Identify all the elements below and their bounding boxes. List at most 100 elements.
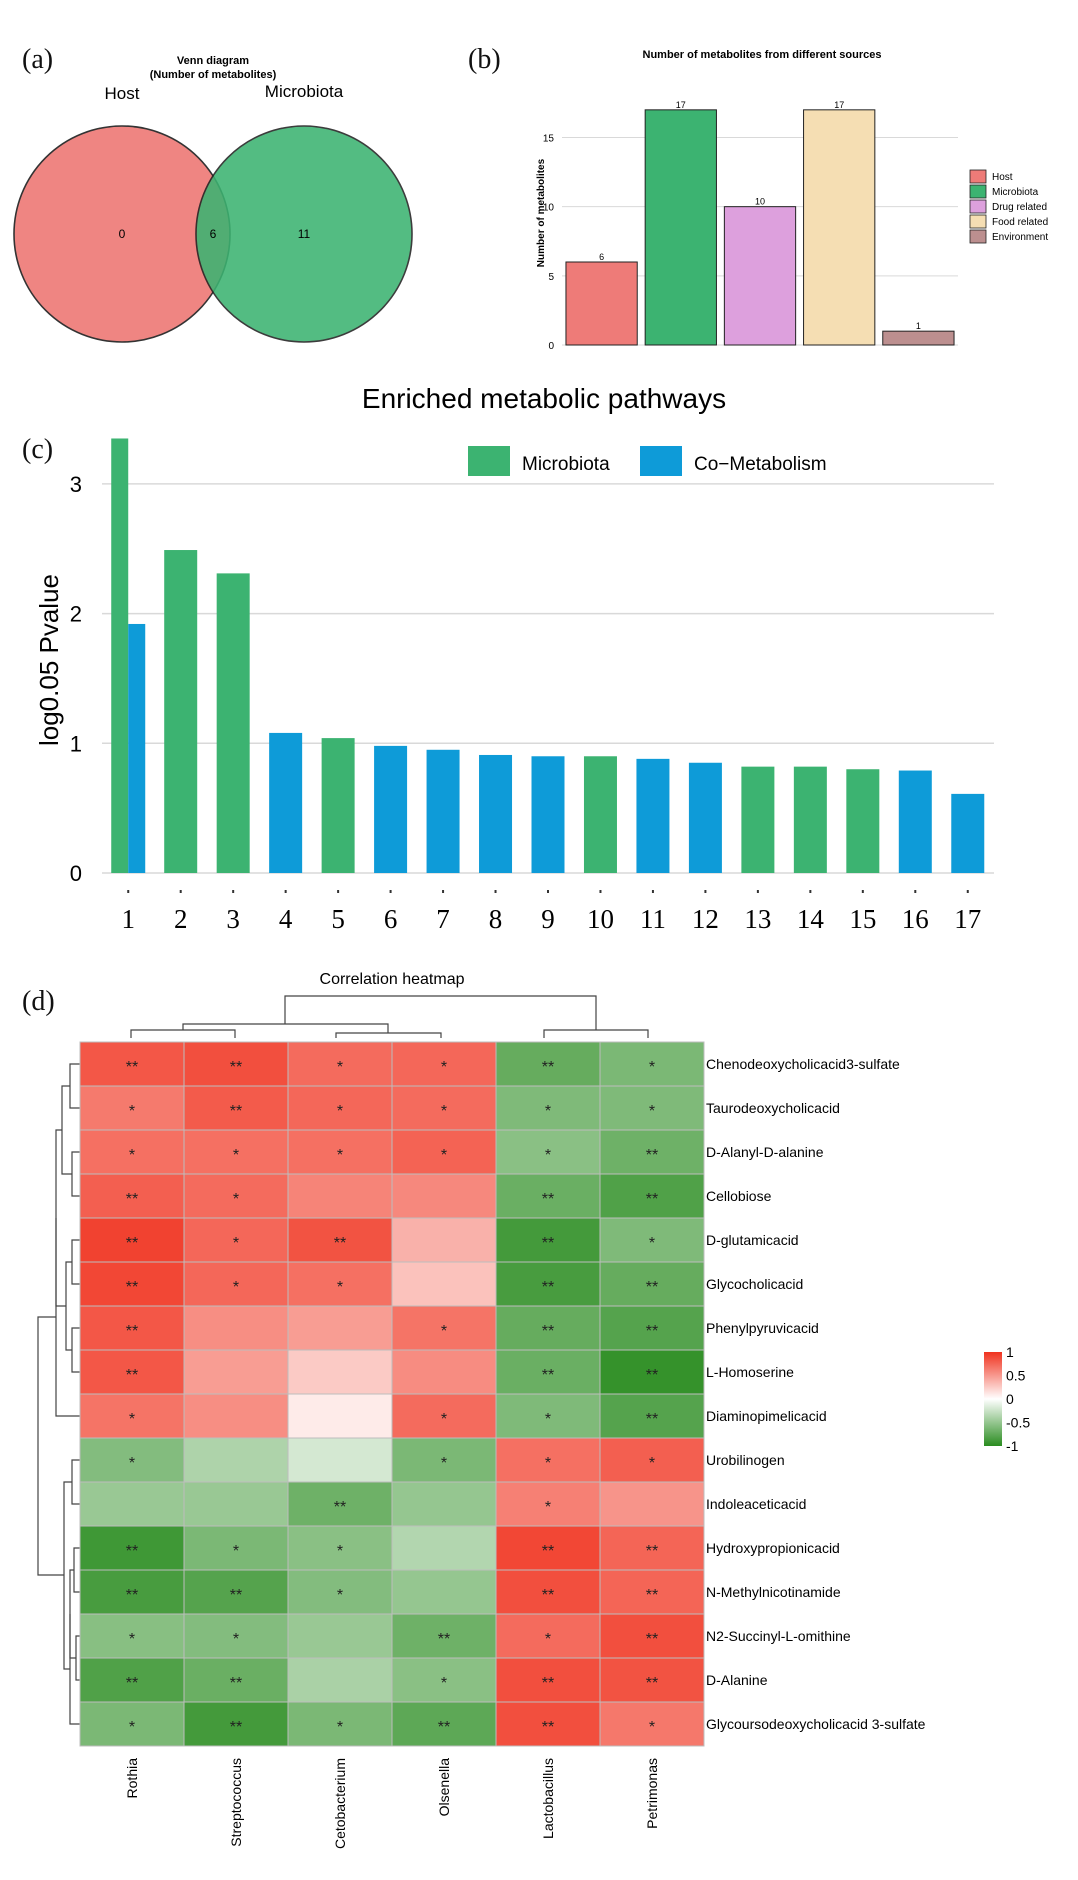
heatmap-significance: **	[126, 1059, 138, 1076]
heatmap-cell	[495, 1613, 601, 1659]
heatmap-significance: *	[233, 1235, 239, 1252]
heatmap-significance: *	[649, 1719, 655, 1736]
heatmap-cell	[495, 1701, 601, 1747]
pathways-bar	[426, 749, 460, 873]
heatmap-cell	[599, 1481, 705, 1527]
row-dendro-r3-r4	[71, 1151, 80, 1197]
heatmap-significance: *	[337, 1147, 343, 1164]
pathways-xtick-label: 15	[849, 904, 876, 934]
heatmap-cell	[391, 1393, 497, 1439]
heatmap-significance: *	[649, 1235, 655, 1252]
heatmap-cell	[495, 1085, 601, 1131]
heatmap-significance: **	[646, 1323, 658, 1340]
heatmap-row-label: D-Alanyl-D-alanine	[706, 1144, 824, 1160]
heatmap-cell	[391, 1349, 497, 1395]
pathways-bar	[164, 550, 198, 873]
heatmap-significance: **	[646, 1147, 658, 1164]
heatmap-cell	[287, 1261, 393, 1307]
heatmap-significance: **	[230, 1587, 242, 1604]
heatmap-colorbar-tick-label: 1	[1006, 1344, 1014, 1360]
pathways-xtick-label: 12	[692, 904, 719, 934]
heatmap-row-label: Diaminopimelicacid	[706, 1408, 827, 1424]
heatmap-cell	[391, 1481, 497, 1527]
pathways-xtick-label: 6	[384, 904, 398, 934]
heatmap-significance: **	[126, 1675, 138, 1692]
col-dendro-lacto-petri	[543, 1029, 649, 1038]
heatmap-significance: **	[126, 1543, 138, 1560]
heatmap-cell	[79, 1085, 185, 1131]
heatmap-significance: *	[545, 1455, 551, 1472]
heatmap-significance: **	[542, 1587, 554, 1604]
sources-ytick-label: 0	[548, 341, 554, 352]
heatmap-significance: **	[646, 1631, 658, 1648]
heatmap-significance: **	[230, 1059, 242, 1076]
heatmap-cell	[287, 1349, 393, 1395]
heatmap-row-label: Cellobiose	[706, 1188, 772, 1204]
row-dendro-r5-r6	[71, 1239, 80, 1285]
pathways-bar	[636, 758, 670, 873]
sources-legend-swatch	[969, 199, 987, 214]
sources-ytick-label: 5	[548, 272, 554, 283]
pathways-bar	[583, 756, 617, 873]
heatmap-cell	[599, 1041, 705, 1087]
pathways-title: Enriched metabolic pathways	[362, 383, 726, 414]
sources-legend-label: Environment	[992, 232, 1048, 243]
pathways-ytick-label: 3	[70, 472, 82, 497]
heatmap-significance: **	[646, 1411, 658, 1428]
venn-title-line1: Venn diagram	[177, 55, 249, 67]
heatmap-cell	[183, 1041, 289, 1087]
heatmap-significance: **	[542, 1059, 554, 1076]
heatmap-significance: **	[126, 1367, 138, 1384]
pathways-bar	[951, 793, 985, 873]
row-dendro-r5-r8	[65, 1261, 72, 1351]
heatmap-significance: **	[438, 1631, 450, 1648]
sources-bar-chart: Number of metabolites from different sou…	[536, 49, 1048, 352]
pathways-xtick-label: 11	[640, 904, 666, 934]
heatmap-cell	[287, 1613, 393, 1659]
pathways-xtick-label: 17	[954, 904, 981, 934]
heatmap-cell	[79, 1261, 185, 1307]
heatmap-cell	[599, 1701, 705, 1747]
sources-legend-label: Food related	[992, 217, 1048, 228]
heatmap-significance: *	[233, 1543, 239, 1560]
heatmap-significance: *	[545, 1103, 551, 1120]
sources-ytick-label: 15	[543, 134, 555, 145]
heatmap-colorbar-tick-label: -0.5	[1006, 1415, 1030, 1431]
heatmap-significance: *	[233, 1191, 239, 1208]
heatmap-significance: *	[129, 1103, 135, 1120]
heatmap-cell	[495, 1041, 601, 1087]
heatmap-significance: *	[545, 1631, 551, 1648]
heatmap-significance: **	[542, 1191, 554, 1208]
heatmap-colorbar	[984, 1352, 1002, 1446]
heatmap-cell	[183, 1569, 289, 1615]
heatmap-cell	[183, 1305, 289, 1351]
heatmap-significance: *	[545, 1147, 551, 1164]
heatmap-significance: **	[230, 1103, 242, 1120]
heatmap-column-label: Petrimonas	[644, 1758, 660, 1829]
row-dendro-r10-r11	[71, 1459, 80, 1505]
heatmap-cell	[599, 1173, 705, 1219]
heatmap-significance: *	[233, 1147, 239, 1164]
heatmap-significance: **	[646, 1279, 658, 1296]
venn-host-label: Host	[105, 84, 140, 103]
heatmap-significance: *	[337, 1543, 343, 1560]
heatmap-column-label: Lactobacillus	[540, 1758, 556, 1839]
pathways-ylabel: log0.05 Pvalue	[34, 574, 64, 746]
heatmap-row-label: D-Alanine	[706, 1672, 768, 1688]
sources-ytick-label: 10	[543, 203, 555, 214]
venn-intersection-count: 6	[210, 227, 217, 241]
row-dendro-r7-r8	[71, 1327, 80, 1373]
correlation-heatmap: Correlation heatmap ** ** * * ** ** **	[37, 971, 1030, 1849]
heatmap-significance: **	[542, 1367, 554, 1384]
pathways-bar	[374, 745, 408, 873]
venn-microbiota-only-count: 11	[298, 227, 311, 241]
heatmap-cell	[287, 1437, 393, 1483]
heatmap-cell	[391, 1613, 497, 1659]
heatmap-cell	[183, 1393, 289, 1439]
heatmap-cell	[391, 1569, 497, 1615]
heatmap-cell	[183, 1657, 289, 1703]
row-dendro-r12-r15	[69, 1569, 76, 1659]
heatmap-cell	[183, 1217, 289, 1263]
heatmap-cell	[79, 1349, 185, 1395]
